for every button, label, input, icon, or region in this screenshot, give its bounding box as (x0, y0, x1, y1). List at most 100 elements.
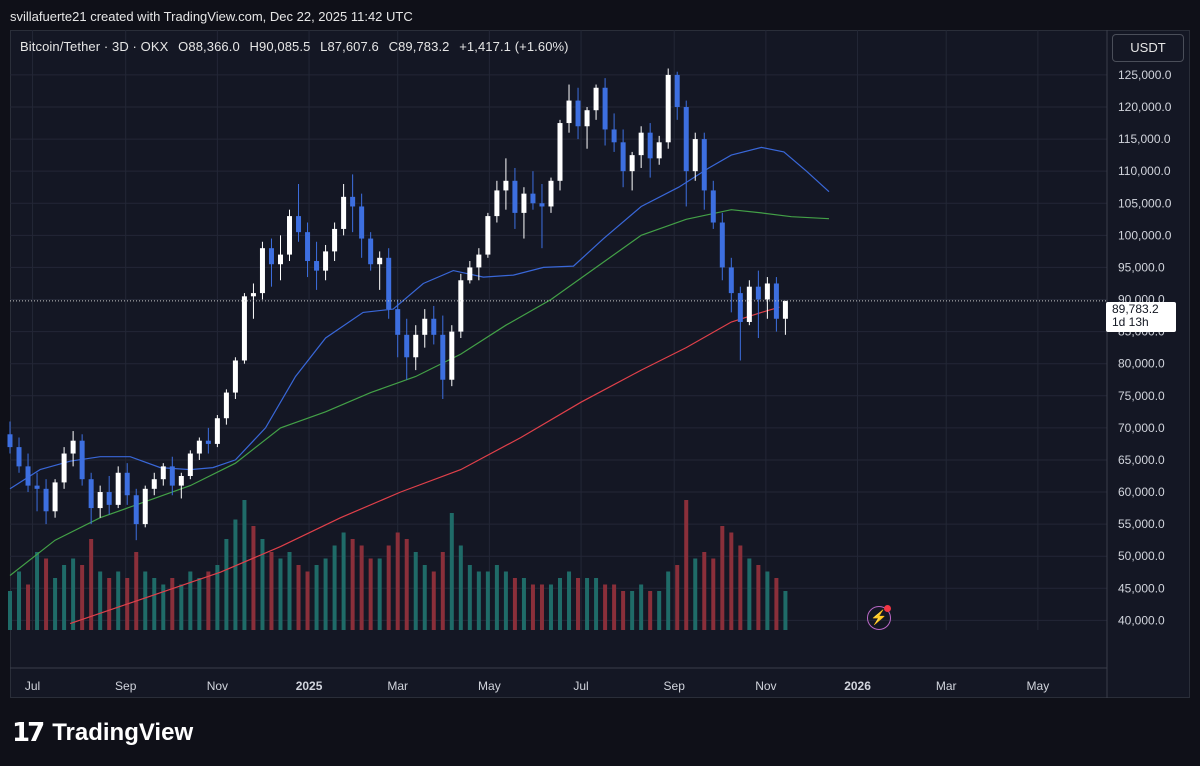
candle-body (323, 251, 329, 271)
x-tick-label: Sep (664, 679, 686, 693)
candle-body (52, 482, 58, 512)
lightning-icon[interactable]: ⚡ (867, 606, 891, 630)
volume-bar (729, 532, 734, 630)
volume-bar (206, 571, 211, 630)
candle-body (314, 261, 320, 271)
x-tick-label: Nov (755, 679, 776, 693)
candle-body (43, 488, 49, 512)
volume-bar (98, 571, 103, 630)
volume-bar (377, 558, 382, 630)
candle-body (485, 216, 491, 255)
moving-average-red (69, 306, 780, 625)
last-price-tag: 89,783.2 1d 13h (1106, 302, 1176, 332)
candle-body (178, 475, 184, 486)
candle-body (773, 283, 779, 319)
volume-bar (224, 539, 229, 630)
open-value: O88,366.0 (178, 39, 240, 54)
candle-body (530, 193, 536, 204)
candle-body (404, 334, 410, 358)
volume-bar (188, 571, 193, 630)
candle-body (142, 488, 148, 525)
x-tick-label: 2025 (296, 679, 323, 693)
volume-bar (720, 526, 725, 630)
candle-body (548, 180, 554, 207)
candle-body (656, 142, 662, 159)
volume-bar (323, 558, 328, 630)
x-tick-label: Mar (936, 679, 957, 693)
candle-body (719, 222, 725, 268)
volume-bar (386, 545, 391, 630)
high-value: H90,085.5 (249, 39, 311, 54)
logo-text: TradingView (52, 719, 194, 746)
volume-bar (8, 591, 12, 630)
candle-body (566, 100, 572, 124)
volume-bar (603, 584, 608, 630)
volume-bar (269, 552, 274, 630)
y-tick-label: 115,000.0 (1118, 132, 1171, 146)
volume-bar (332, 545, 337, 630)
x-tick-label: Nov (207, 679, 228, 693)
volume-bar (287, 552, 292, 630)
candle-body (611, 129, 617, 143)
candle-body (7, 434, 13, 448)
volume-bar (666, 571, 671, 630)
candle-body (413, 334, 419, 358)
candle-body (557, 123, 563, 181)
y-tick-label: 95,000.0 (1118, 260, 1165, 274)
volume-bar (89, 539, 94, 630)
volume-bar (747, 558, 752, 630)
volume-bar (567, 571, 572, 630)
volume-bar (539, 584, 544, 630)
candle-body (521, 193, 527, 213)
symbol-label[interactable]: Bitcoin/Tether · 3D · OKX (20, 39, 169, 54)
volume-bar (558, 578, 563, 630)
volume-bar (296, 565, 301, 630)
volume-bar (143, 571, 148, 630)
logo-mark-icon: 17 (12, 718, 45, 748)
candle-body (241, 296, 247, 361)
volume-bar (170, 578, 175, 630)
candle-body (305, 232, 311, 262)
candle-body (440, 334, 446, 380)
top-bar: svillafuerte21 created with TradingView.… (0, 0, 1200, 30)
x-tick-label: Jul (573, 679, 588, 693)
volume-bar (693, 558, 698, 630)
volume-bar (684, 500, 689, 630)
candle-body (665, 74, 671, 143)
candle-body (584, 110, 590, 127)
volume-bar (116, 571, 121, 630)
volume-bar (71, 558, 76, 630)
candle-body (593, 87, 599, 111)
volume-bar (404, 539, 409, 630)
candle-body (124, 472, 130, 496)
volume-bar (639, 584, 644, 630)
volume-bar (107, 578, 112, 630)
candle-body (88, 479, 94, 509)
volume-bar (765, 571, 770, 630)
currency-selector[interactable]: USDT (1112, 34, 1184, 62)
candle-body (458, 280, 464, 332)
candle-body (638, 132, 644, 156)
candle-body (160, 466, 166, 480)
volume-bar (431, 571, 436, 630)
tradingview-logo: 17 TradingView (12, 718, 193, 748)
volume-bar (512, 578, 517, 630)
y-tick-label: 45,000.0 (1118, 581, 1165, 595)
candle-body (764, 283, 770, 300)
candle-body (277, 254, 283, 265)
candle-body (214, 418, 220, 444)
notification-dot-icon (884, 605, 891, 612)
volume-bar (503, 571, 508, 630)
candle-body (341, 196, 347, 229)
bar-countdown: 1d 13h (1112, 315, 1149, 329)
symbol-legend: Bitcoin/Tether · 3D · OKX O88,366.0 H90,… (20, 39, 575, 54)
candle-body (494, 190, 500, 217)
candle-body (575, 100, 581, 127)
candle-body (133, 495, 139, 525)
y-tick-label: 110,000.0 (1118, 164, 1171, 178)
candle-body (169, 466, 175, 486)
volume-bar (62, 565, 67, 630)
x-tick-label: Sep (115, 679, 137, 693)
change-value: +1,417.1 (+1.60%) (459, 39, 569, 54)
